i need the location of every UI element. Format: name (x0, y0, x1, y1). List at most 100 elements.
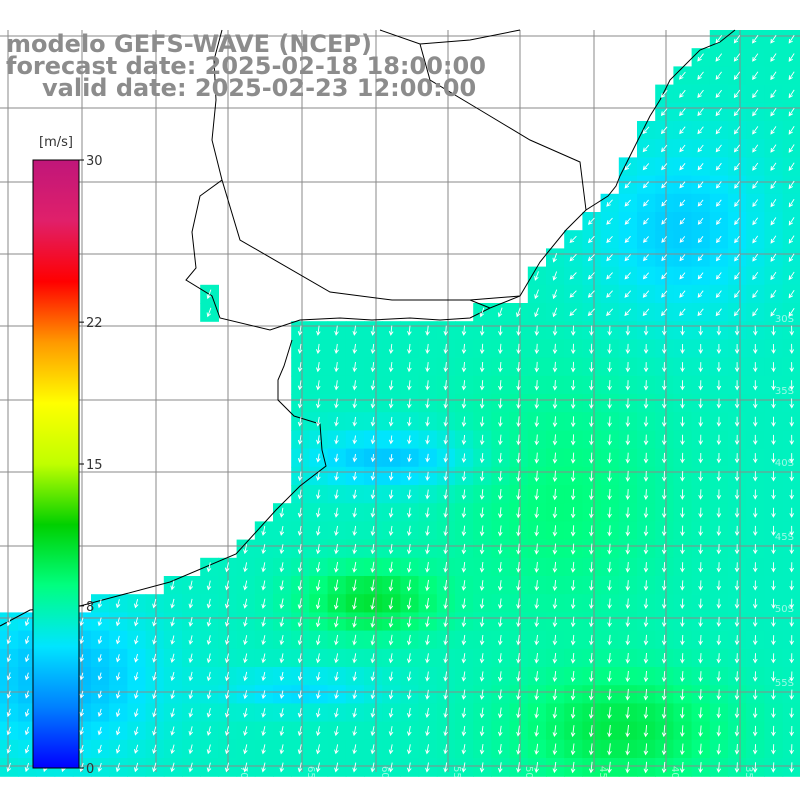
wind-arrow (388, 707, 394, 718)
wind-arrow (770, 162, 777, 171)
wind-arrow (534, 653, 539, 664)
wind-arrow (134, 635, 139, 645)
wind-arrow (388, 726, 394, 737)
wind-arrow (771, 562, 776, 573)
wind-arrow (443, 416, 449, 427)
wind-arrow (334, 744, 339, 755)
wind-arrow (352, 690, 358, 700)
wind-arrow (461, 453, 467, 463)
wind-arrow (152, 744, 157, 755)
wind-arrow (733, 108, 741, 117)
wind-arrow (388, 343, 394, 355)
wind-arrow (279, 635, 285, 646)
wind-arrow (24, 617, 30, 627)
wind-arrow (316, 435, 321, 445)
wind-arrow (734, 562, 740, 573)
wind-arrow (370, 561, 376, 573)
wind-arrow (134, 617, 139, 627)
wind-arrow (570, 434, 576, 446)
wind-arrow (297, 398, 303, 409)
wind-arrow (752, 253, 759, 262)
wind-arrow (206, 762, 212, 773)
wind-arrow (479, 453, 485, 464)
wind-arrow (334, 380, 339, 391)
wind-arrow (297, 635, 303, 646)
wind-arrow (297, 616, 303, 628)
wind-arrow (788, 107, 795, 117)
wind-arrow (734, 743, 740, 755)
wind-arrow (170, 598, 175, 609)
wind-arrow (516, 725, 521, 737)
wind-arrow (333, 597, 339, 610)
wind-arrow (297, 489, 303, 500)
wind-arrow (734, 253, 740, 262)
latitude-label: 40S (775, 458, 794, 469)
wind-arrow (625, 616, 631, 628)
wind-arrow (516, 307, 521, 318)
wind-arrow (279, 507, 285, 518)
wind-arrow (771, 453, 776, 464)
wind-arrow (370, 525, 376, 537)
wind-arrow (115, 672, 121, 681)
wind-arrow (752, 107, 759, 117)
wind-arrow (752, 507, 758, 518)
wind-arrow (534, 762, 539, 774)
wind-arrow (243, 616, 248, 627)
wind-arrow (643, 743, 649, 756)
wind-arrow (752, 217, 759, 226)
wind-arrow (661, 416, 667, 428)
longitude-label: 35W (743, 766, 754, 789)
wind-arrow (642, 199, 649, 207)
wind-arrow (516, 743, 521, 755)
wind-arrow (352, 416, 358, 427)
wind-arrow (570, 580, 576, 592)
wind-arrow (24, 690, 30, 699)
wind-arrow (680, 398, 685, 409)
wind-arrow (370, 380, 376, 391)
wind-arrow (534, 725, 539, 737)
wind-arrow (661, 343, 667, 354)
wind-arrow (6, 708, 12, 718)
wind-arrow (443, 453, 449, 463)
wind-arrow (589, 616, 594, 628)
wind-arrow (24, 708, 30, 717)
wind-arrow (734, 380, 740, 391)
wind-arrow (607, 525, 612, 537)
wind-arrow (461, 507, 467, 519)
wind-arrow (425, 762, 430, 773)
wind-arrow (715, 199, 722, 207)
wind-arrow (570, 761, 576, 774)
wind-arrow (406, 707, 412, 718)
wind-arrow (406, 616, 412, 628)
wind-arrow (679, 108, 686, 117)
wind-arrow (734, 762, 740, 773)
wind-arrow (206, 580, 212, 591)
wind-arrow (606, 254, 613, 262)
wind-arrow (715, 71, 722, 80)
wind-arrow (734, 434, 740, 446)
wind-arrow (698, 543, 703, 555)
wind-arrow (570, 380, 576, 391)
wind-arrow (771, 544, 776, 555)
wind-arrow (461, 671, 467, 682)
wind-arrow (315, 762, 321, 773)
wind-arrow (334, 708, 339, 718)
wind-arrow (206, 307, 212, 318)
wind-arrow (170, 708, 175, 718)
wind-arrow (334, 416, 339, 427)
wind-arrow (734, 689, 740, 701)
wind-arrow (97, 635, 103, 645)
wind-arrow (660, 89, 668, 98)
wind-arrow (715, 89, 722, 99)
wind-arrow (587, 217, 595, 225)
wind-arrow (334, 762, 339, 773)
wind-arrow (334, 561, 339, 573)
wind-arrow (133, 744, 139, 754)
wind-arrow (680, 543, 685, 555)
wind-arrow (679, 761, 685, 774)
wind-arrow (516, 398, 521, 409)
wind-arrow (79, 708, 85, 717)
wind-arrow (698, 398, 703, 409)
wind-arrow (789, 453, 794, 464)
wind-arrow (407, 380, 412, 391)
